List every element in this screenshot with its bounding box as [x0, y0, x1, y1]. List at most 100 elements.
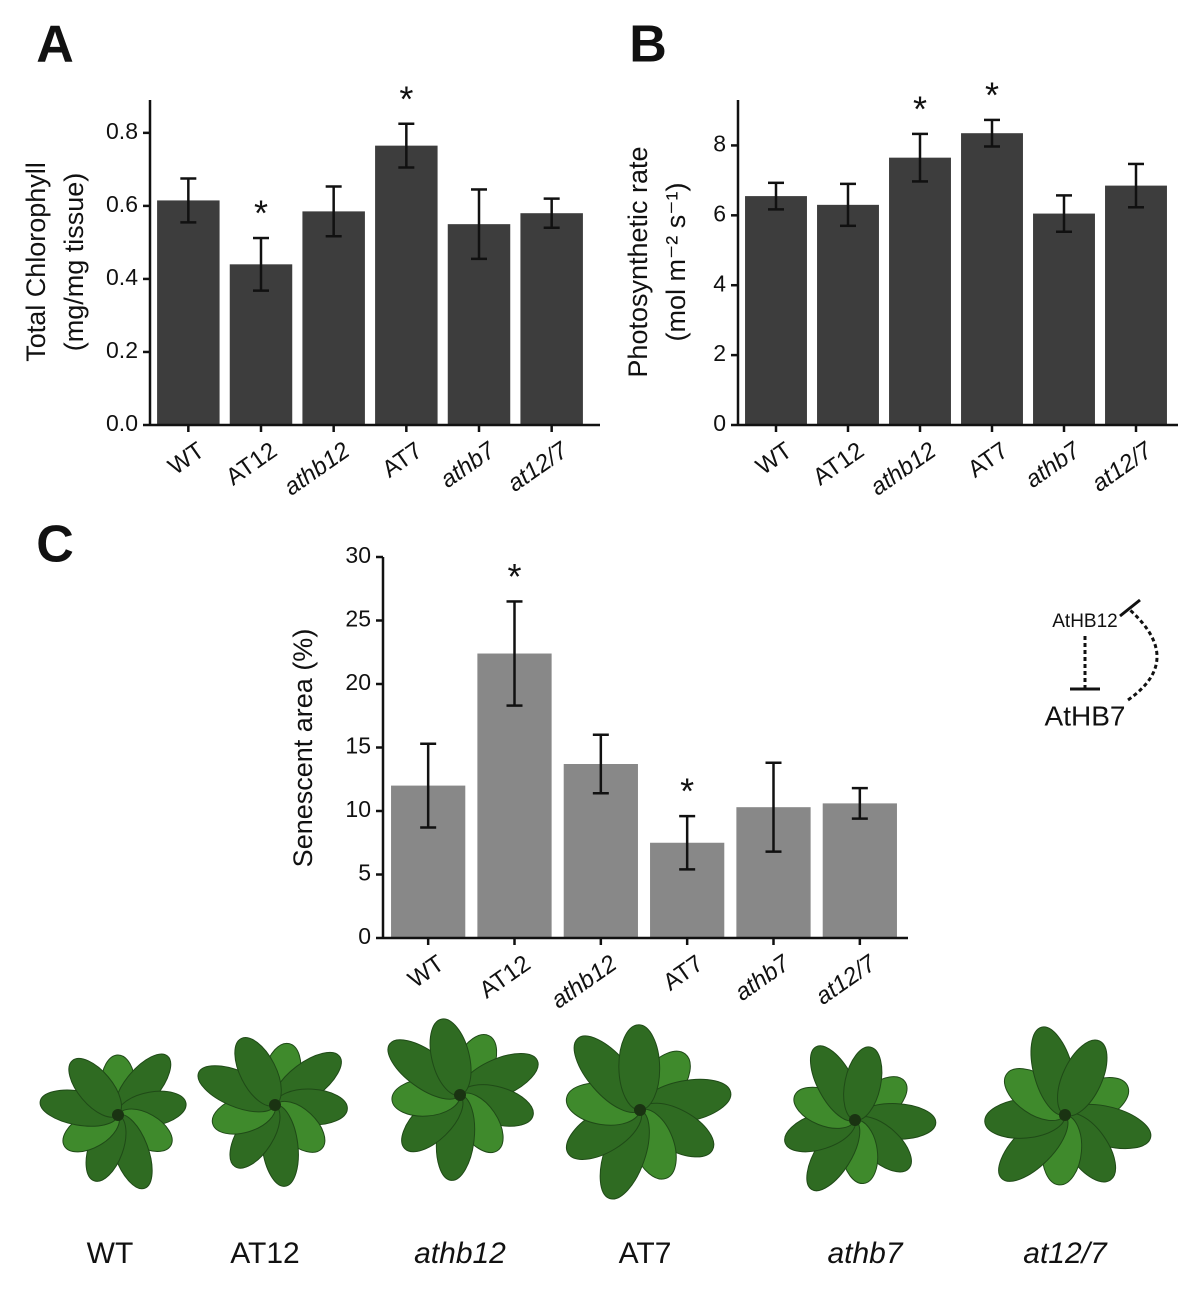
plant-center: [634, 1104, 646, 1116]
x-tick-label: WT: [751, 437, 797, 481]
y-tick-label: 10: [345, 796, 371, 822]
bar: [745, 196, 807, 425]
bar: [1105, 185, 1167, 425]
y-axis-label: Photosynthetic rate: [623, 146, 653, 377]
repression-bar: [1119, 598, 1141, 618]
error-bar: [420, 742, 437, 829]
error-bar: [1056, 194, 1072, 233]
y-axis-label: Total Chlorophyll: [21, 162, 51, 362]
error-bar: [398, 122, 415, 169]
x-tick-label: at12/7: [1087, 436, 1158, 497]
plant-center: [454, 1089, 466, 1101]
bar: [817, 204, 879, 425]
photo-label: AT12: [230, 1237, 299, 1270]
y-axis-label: (mol m⁻² s⁻¹): [661, 183, 691, 342]
error-bar: [679, 814, 696, 871]
photo-label: athb7: [827, 1237, 903, 1270]
panel-label: B: [629, 16, 667, 74]
significance-mark: *: [680, 771, 694, 812]
error-bar: [325, 185, 342, 238]
error-bar: [840, 182, 856, 228]
x-tick-label: athb12: [546, 950, 622, 1014]
diagram: AtHB12 AtHB7: [1045, 598, 1159, 731]
plant-photo: [39, 1053, 187, 1190]
significance-mark: *: [399, 78, 413, 119]
x-tick-label: at12/7: [811, 949, 882, 1010]
repression-curve: [1127, 608, 1159, 702]
error-bar: [506, 600, 523, 707]
error-bar: [768, 181, 784, 211]
plant-photo: [784, 1045, 937, 1192]
y-tick-label: 4: [713, 270, 726, 296]
error-bar: [984, 118, 1000, 148]
bar: [822, 803, 897, 938]
bar: [1033, 213, 1095, 425]
panel-label: C: [36, 516, 74, 574]
y-tick-label: 5: [358, 860, 371, 886]
y-tick-label: 0.0: [106, 410, 138, 436]
plant-photo: [984, 1026, 1152, 1186]
x-tick-label: AT7: [377, 437, 427, 483]
error-bar: [471, 188, 487, 261]
y-tick-label: 2: [713, 340, 726, 366]
error-bar: [253, 236, 269, 292]
y-tick-label: 0: [358, 923, 371, 949]
bar: [520, 213, 583, 425]
x-tick-label: AT12: [221, 437, 282, 491]
y-tick-label: 20: [345, 669, 371, 695]
photo-label: at12/7: [1023, 1237, 1108, 1270]
bar: [961, 133, 1023, 426]
x-tick-label: AT12: [808, 437, 869, 491]
significance-mark: *: [254, 193, 268, 234]
photo-label: athb12: [414, 1237, 506, 1270]
x-tick-label: AT7: [658, 950, 708, 996]
x-tick-label: athb7: [1020, 436, 1086, 494]
error-bar: [1128, 162, 1144, 209]
y-tick-label: 25: [345, 606, 371, 632]
x-tick-label: at12/7: [503, 436, 574, 497]
x-tick-label: WT: [403, 950, 449, 994]
error-bar: [543, 197, 560, 230]
x-tick-label: AT7: [963, 437, 1013, 483]
chart-panel: B Photosynthetic rate (mol m⁻² s⁻¹) WT AT12 *…: [623, 16, 1178, 501]
y-tick-label: 6: [713, 200, 726, 226]
x-tick-label: athb7: [435, 436, 501, 494]
significance-mark: *: [913, 88, 927, 129]
error-bar: [765, 761, 782, 853]
photo-label: WT: [87, 1237, 134, 1270]
error-bar: [912, 132, 928, 183]
photo-label: AT7: [619, 1237, 672, 1270]
bar: [889, 157, 951, 425]
plant-photo: [387, 1018, 539, 1181]
plant-center: [849, 1114, 861, 1126]
plant-photo: [565, 1024, 732, 1200]
y-tick-label: 0.8: [106, 118, 138, 144]
y-tick-label: 0.4: [106, 264, 138, 290]
bar: [157, 200, 220, 425]
diagram-lower: AtHB7: [1045, 700, 1126, 731]
x-tick-label: WT: [163, 437, 209, 481]
plant-center: [112, 1109, 124, 1121]
plant-photo: [197, 1037, 348, 1187]
significance-mark: *: [507, 556, 521, 597]
bar: [375, 145, 438, 426]
y-axis-label: Senescent area (%): [288, 629, 318, 868]
x-tick-label: AT12: [475, 950, 536, 1004]
error-bar: [851, 786, 868, 820]
x-tick-label: athb12: [865, 437, 941, 501]
panel-label: A: [36, 16, 74, 74]
chart-panel: C Senescent area (%) WT * AT12 athb12 * AT7 athb…: [36, 516, 908, 1014]
y-tick-label: 15: [345, 733, 371, 759]
plant-center: [269, 1099, 281, 1111]
diagram-upper: AtHB12: [1052, 611, 1117, 632]
bar: [302, 211, 365, 425]
significance-mark: *: [985, 74, 999, 115]
y-tick-label: 30: [345, 542, 371, 568]
error-bar: [180, 177, 197, 224]
x-tick-label: athb7: [730, 949, 796, 1007]
y-tick-label: 0.2: [106, 337, 138, 363]
y-tick-label: 0.6: [106, 191, 138, 217]
y-tick-label: 0: [713, 410, 726, 436]
